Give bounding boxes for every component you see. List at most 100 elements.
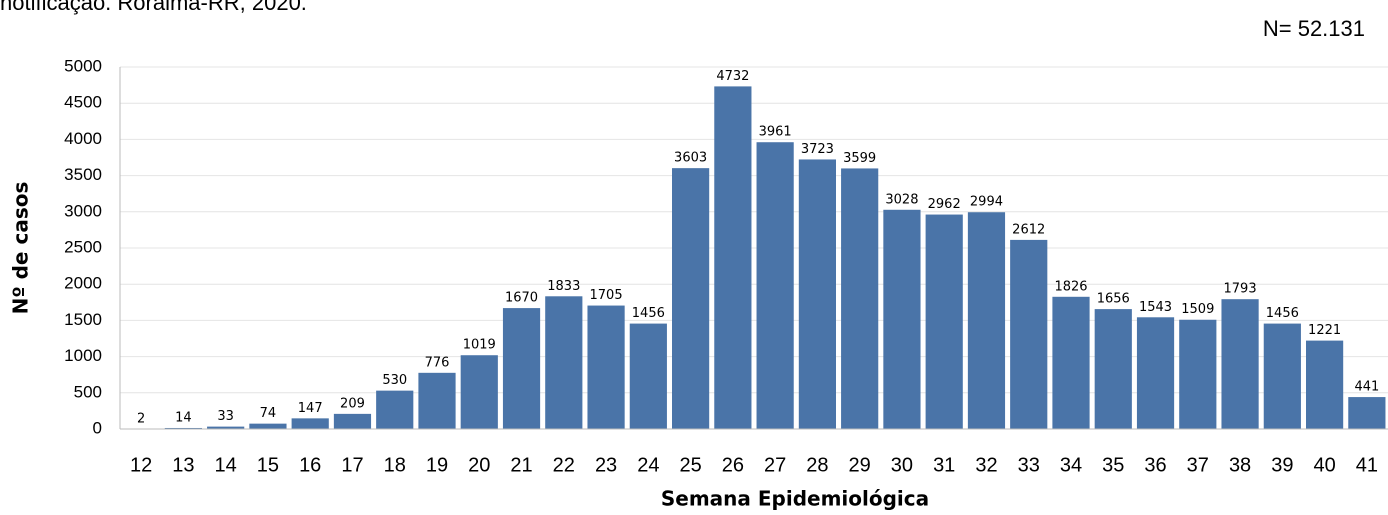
bar xyxy=(925,214,963,429)
bar xyxy=(207,426,245,429)
y-tick-label: 1000 xyxy=(64,346,102,365)
x-tick-label: 16 xyxy=(299,454,321,476)
y-tick-label: 5000 xyxy=(64,56,102,75)
x-tick-label: 26 xyxy=(722,454,744,476)
x-tick-label: 41 xyxy=(1356,454,1378,476)
data-label: 1543 xyxy=(1139,300,1172,315)
bar xyxy=(967,212,1006,429)
x-tick-label: 17 xyxy=(341,454,363,476)
y-tick-label: 2500 xyxy=(64,237,102,256)
bar xyxy=(672,168,710,429)
bar xyxy=(798,159,836,429)
x-tick-label: 20 xyxy=(468,454,490,476)
x-axis-title: Semana Epidemiológica xyxy=(661,487,929,511)
bar xyxy=(629,323,667,429)
data-label: 2962 xyxy=(928,197,961,212)
bar xyxy=(164,427,202,429)
x-tick-label: 34 xyxy=(1060,454,1082,476)
bar xyxy=(502,308,541,429)
x-tick-label: 15 xyxy=(257,454,279,476)
x-tick-label: 22 xyxy=(553,454,575,476)
data-label: 1826 xyxy=(1054,279,1087,294)
x-tick-label: 14 xyxy=(215,454,237,476)
data-label: 2994 xyxy=(970,195,1003,210)
x-tick-label: 18 xyxy=(384,454,406,476)
data-label: 1019 xyxy=(463,338,496,353)
y-tick-label: 4000 xyxy=(64,129,102,148)
data-label: 1221 xyxy=(1308,323,1341,338)
chart-title: notificação. Roraima-RR, 2020. xyxy=(0,0,307,15)
data-label: 3961 xyxy=(759,125,792,140)
bar xyxy=(460,355,498,429)
x-tick-label: 24 xyxy=(637,454,659,476)
y-tick-label: 500 xyxy=(74,382,102,401)
data-label: 4732 xyxy=(716,69,749,84)
x-tick-label: 13 xyxy=(172,454,194,476)
y-axis-title: Nº de casos xyxy=(9,182,33,315)
bar xyxy=(1306,340,1344,429)
x-tick-label: 32 xyxy=(975,454,997,476)
bar xyxy=(1052,296,1090,429)
y-tick-label: 3500 xyxy=(64,165,102,184)
data-label: 1509 xyxy=(1181,302,1214,317)
y-tick-label: 3000 xyxy=(64,201,102,220)
x-tick-label: 40 xyxy=(1313,454,1335,476)
data-label: 1705 xyxy=(590,288,623,303)
data-label: 2612 xyxy=(1012,222,1045,237)
bar xyxy=(1010,239,1048,429)
bar xyxy=(249,423,287,429)
x-tick-label: 12 xyxy=(130,454,152,476)
y-tick-label: 2000 xyxy=(64,274,102,293)
bar xyxy=(1179,319,1217,429)
data-label: 1793 xyxy=(1224,282,1257,297)
bar xyxy=(714,86,752,429)
data-label: 441 xyxy=(1354,380,1379,395)
bar xyxy=(1221,299,1259,429)
x-tick-label: 19 xyxy=(426,454,448,476)
bar xyxy=(376,390,414,429)
data-label: 3599 xyxy=(843,151,876,166)
data-label: 3603 xyxy=(674,151,707,166)
bar xyxy=(756,142,794,429)
data-label: 33 xyxy=(217,409,234,424)
x-tick-label: 33 xyxy=(1018,454,1040,476)
bar xyxy=(587,305,625,429)
annotation: N= 52.131 xyxy=(1263,16,1365,41)
y-tick-label: 1500 xyxy=(64,310,102,329)
data-label: 3028 xyxy=(885,192,918,207)
data-label: 14 xyxy=(175,410,192,425)
data-label: 530 xyxy=(382,373,407,388)
data-label: 1456 xyxy=(1266,306,1299,321)
x-tick-label: 29 xyxy=(849,454,871,476)
bar xyxy=(291,418,329,429)
data-label: 1456 xyxy=(632,306,665,321)
bar xyxy=(841,168,879,429)
data-label: 1833 xyxy=(547,279,580,294)
y-tick-label: 4500 xyxy=(64,93,102,112)
x-tick-label: 30 xyxy=(891,454,913,476)
data-label: 1656 xyxy=(1097,292,1130,307)
x-tick-label: 25 xyxy=(679,454,701,476)
x-tick-label: 21 xyxy=(510,454,532,476)
x-tick-label: 39 xyxy=(1271,454,1293,476)
bar xyxy=(883,209,921,429)
x-tick-label: 28 xyxy=(806,454,828,476)
x-tick-label: 31 xyxy=(933,454,955,476)
bar xyxy=(1136,317,1175,429)
data-label: 3723 xyxy=(801,142,834,157)
x-tick-label: 27 xyxy=(764,454,786,476)
data-label: 147 xyxy=(298,401,323,416)
bar xyxy=(1263,323,1301,429)
x-tick-label: 37 xyxy=(1187,454,1209,476)
x-tick-label: 36 xyxy=(1144,454,1166,476)
data-label: 2 xyxy=(137,411,145,426)
bar xyxy=(545,296,583,429)
data-label: 74 xyxy=(260,406,277,421)
x-tick-label: 38 xyxy=(1229,454,1251,476)
bar xyxy=(1094,309,1132,429)
x-tick-label: 35 xyxy=(1102,454,1124,476)
y-tick-label: 0 xyxy=(93,418,102,437)
bar xyxy=(1348,397,1386,429)
x-tick-label: 23 xyxy=(595,454,617,476)
bar xyxy=(333,413,372,429)
